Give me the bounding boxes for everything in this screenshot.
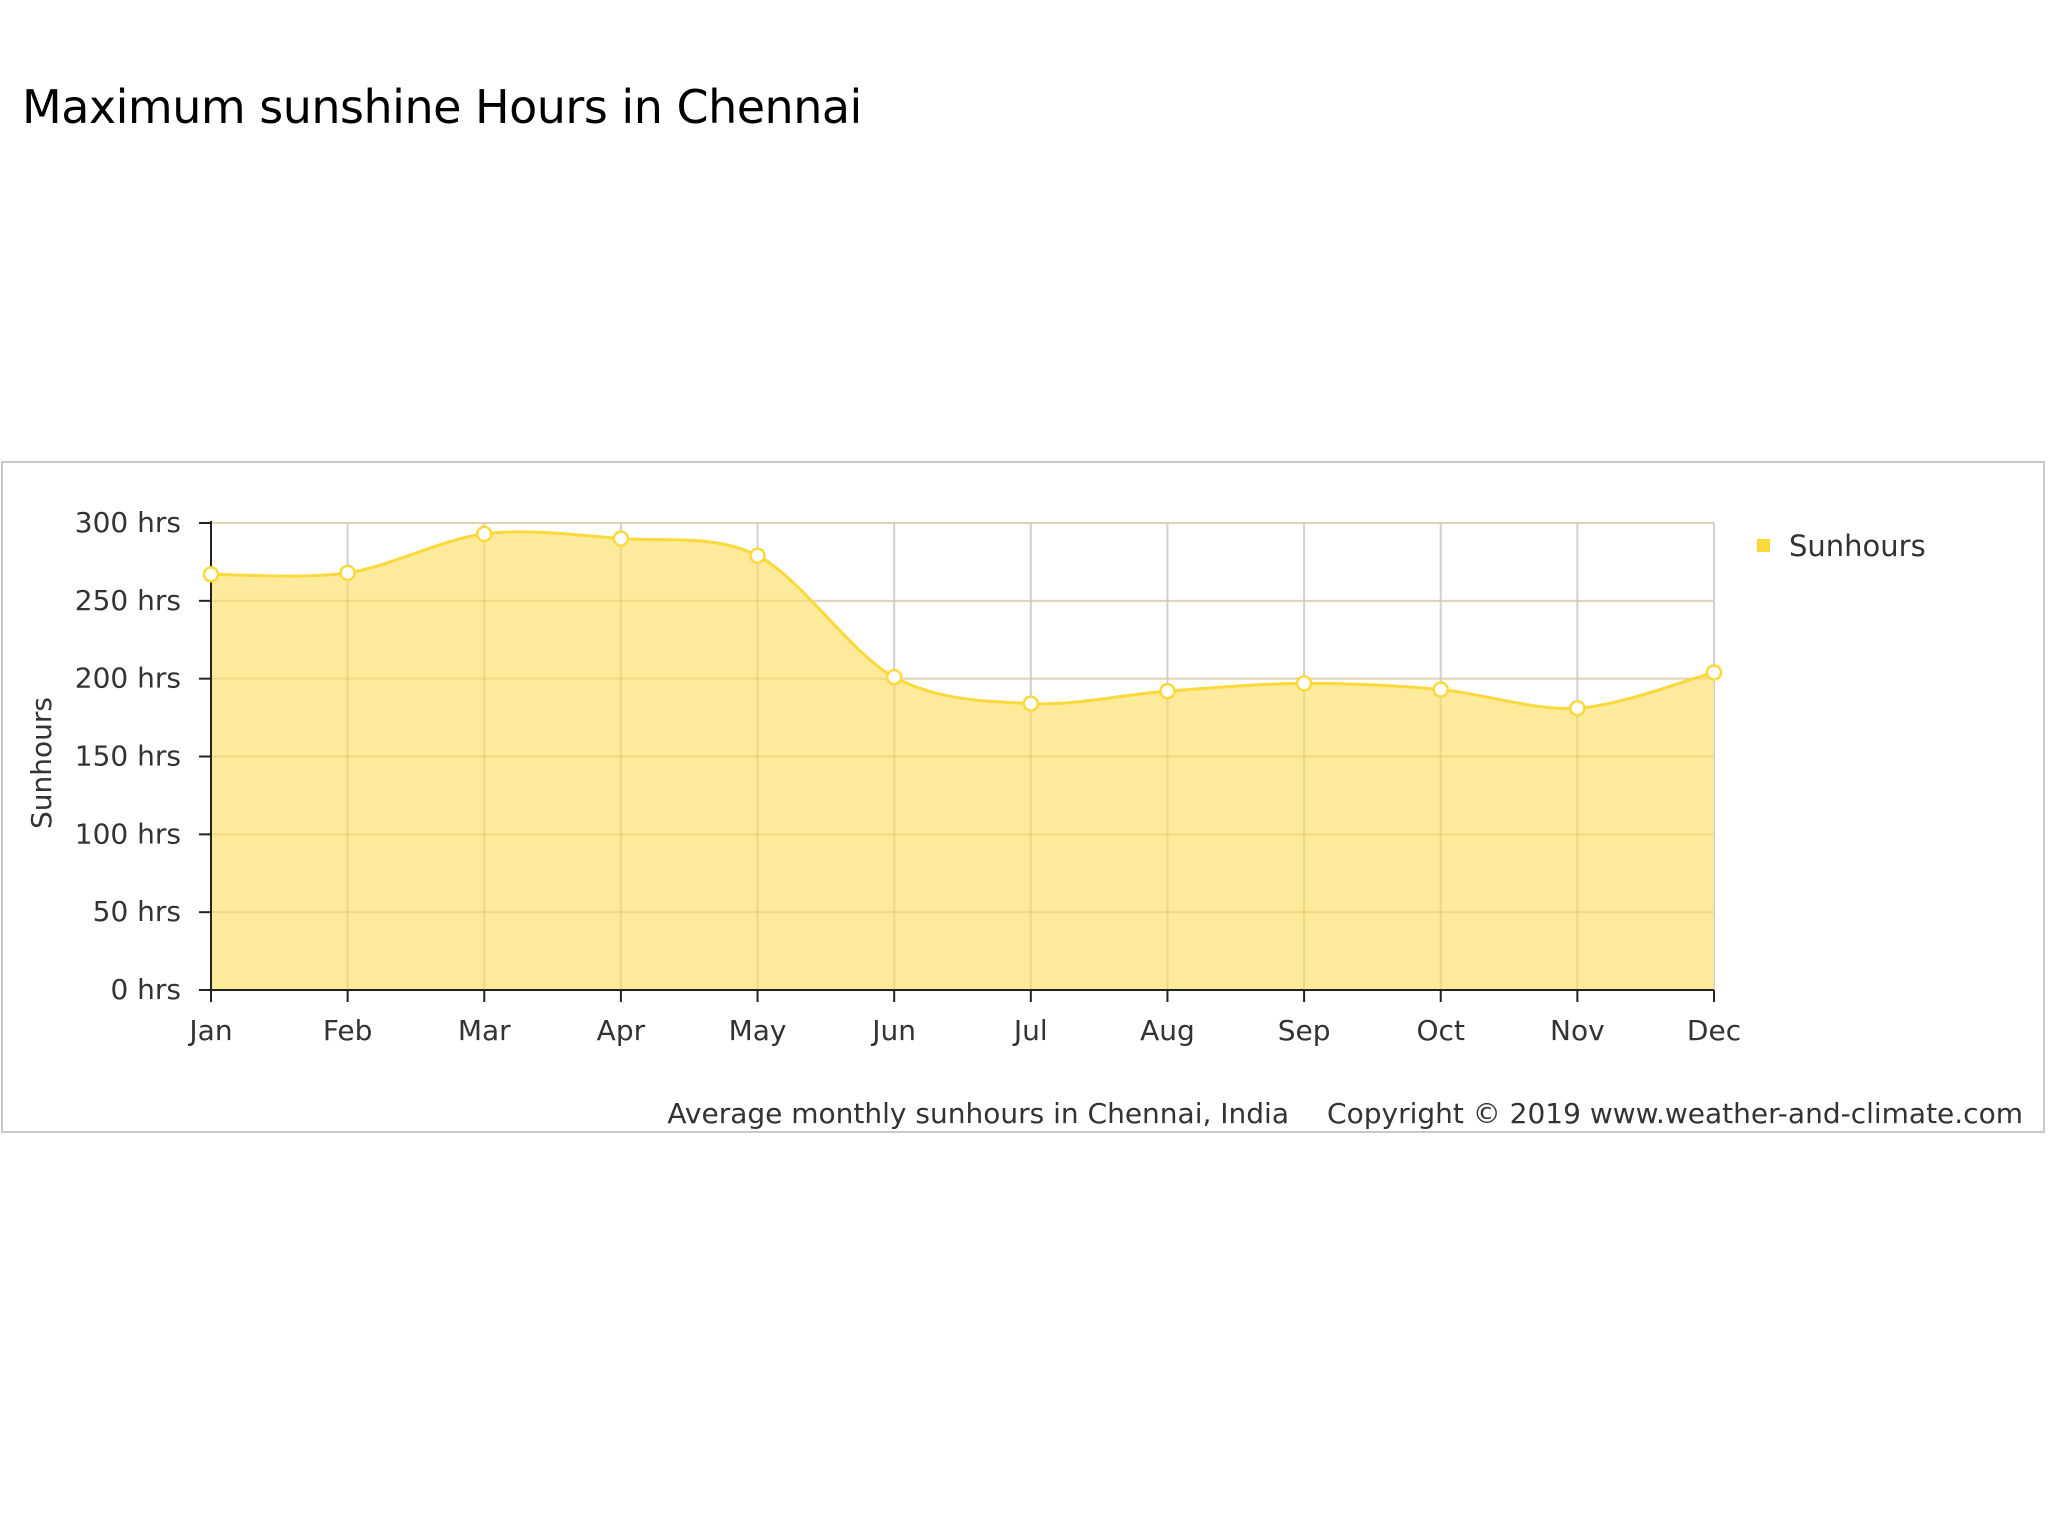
legend: Sunhours <box>1757 529 1926 563</box>
legend-swatch <box>1757 539 1770 552</box>
legend-label: Sunhours <box>1789 529 1926 563</box>
sunhours-chart: 0 hrs 50 hrs 100 hrs 150 hrs 200 hrs 250 hrs 3… <box>25 506 2023 1130</box>
data-point-feb <box>339 564 356 582</box>
data-point-mar <box>476 525 493 543</box>
data-point-aug <box>1159 682 1176 700</box>
data-points <box>202 525 1723 717</box>
x-tick-label-jun: Jun <box>870 1014 916 1047</box>
x-tick-label-may: May <box>729 1014 787 1047</box>
data-point-nov <box>1569 699 1586 717</box>
y-tick-label-0: 0 hrs <box>110 973 181 1006</box>
x-tick-label-dec: Dec <box>1687 1014 1741 1047</box>
data-point-jun <box>885 668 903 686</box>
x-tick-label-jan: Jan <box>187 1014 232 1047</box>
chart-frame: 0 hrs 50 hrs 100 hrs 150 hrs 200 hrs 250 hrs 3… <box>1 461 2045 1133</box>
area-fill <box>211 531 1714 990</box>
data-point-jan <box>202 566 220 583</box>
data-point-jul <box>1022 695 1040 712</box>
chart-caption: Average monthly sunhours in Chennai, Ind… <box>667 1097 1289 1130</box>
data-point-may <box>749 547 766 564</box>
y-tick-label-6: 300 hrs <box>75 506 181 539</box>
copyright-text: Copyright © 2019 www.weather-and-climate… <box>1327 1097 2023 1130</box>
y-tick-label-4: 200 hrs <box>75 662 181 695</box>
x-tick-label-nov: Nov <box>1550 1014 1605 1047</box>
tick-labels: 0 hrs 50 hrs 100 hrs 150 hrs 200 hrs 250 hrs 3… <box>75 506 1741 1047</box>
x-tick-label-aug: Aug <box>1140 1014 1195 1047</box>
data-point-apr <box>612 530 630 547</box>
axes <box>199 521 1715 1002</box>
y-tick-label-5: 250 hrs <box>75 584 181 617</box>
x-tick-label-apr: Apr <box>597 1014 646 1047</box>
x-tick-label-sep: Sep <box>1278 1014 1331 1047</box>
slide-title: Maximum sunshine Hours in Chennai <box>22 80 862 134</box>
data-point-oct <box>1432 681 1449 698</box>
series-line <box>210 530 1715 711</box>
y-tick-label-1: 50 hrs <box>93 895 181 928</box>
y-axis-label: Sunhours <box>25 697 58 829</box>
x-tick-label-mar: Mar <box>458 1014 511 1047</box>
area-series <box>210 522 1715 990</box>
data-point-dec <box>1705 664 1723 681</box>
x-tick-label-oct: Oct <box>1417 1014 1465 1047</box>
data-point-sep <box>1295 675 1313 692</box>
x-tick-label-feb: Feb <box>323 1014 373 1047</box>
y-tick-label-3: 150 hrs <box>75 740 181 773</box>
x-tick-label-jul: Jul <box>1012 1014 1048 1047</box>
y-tick-label-2: 100 hrs <box>75 817 181 850</box>
